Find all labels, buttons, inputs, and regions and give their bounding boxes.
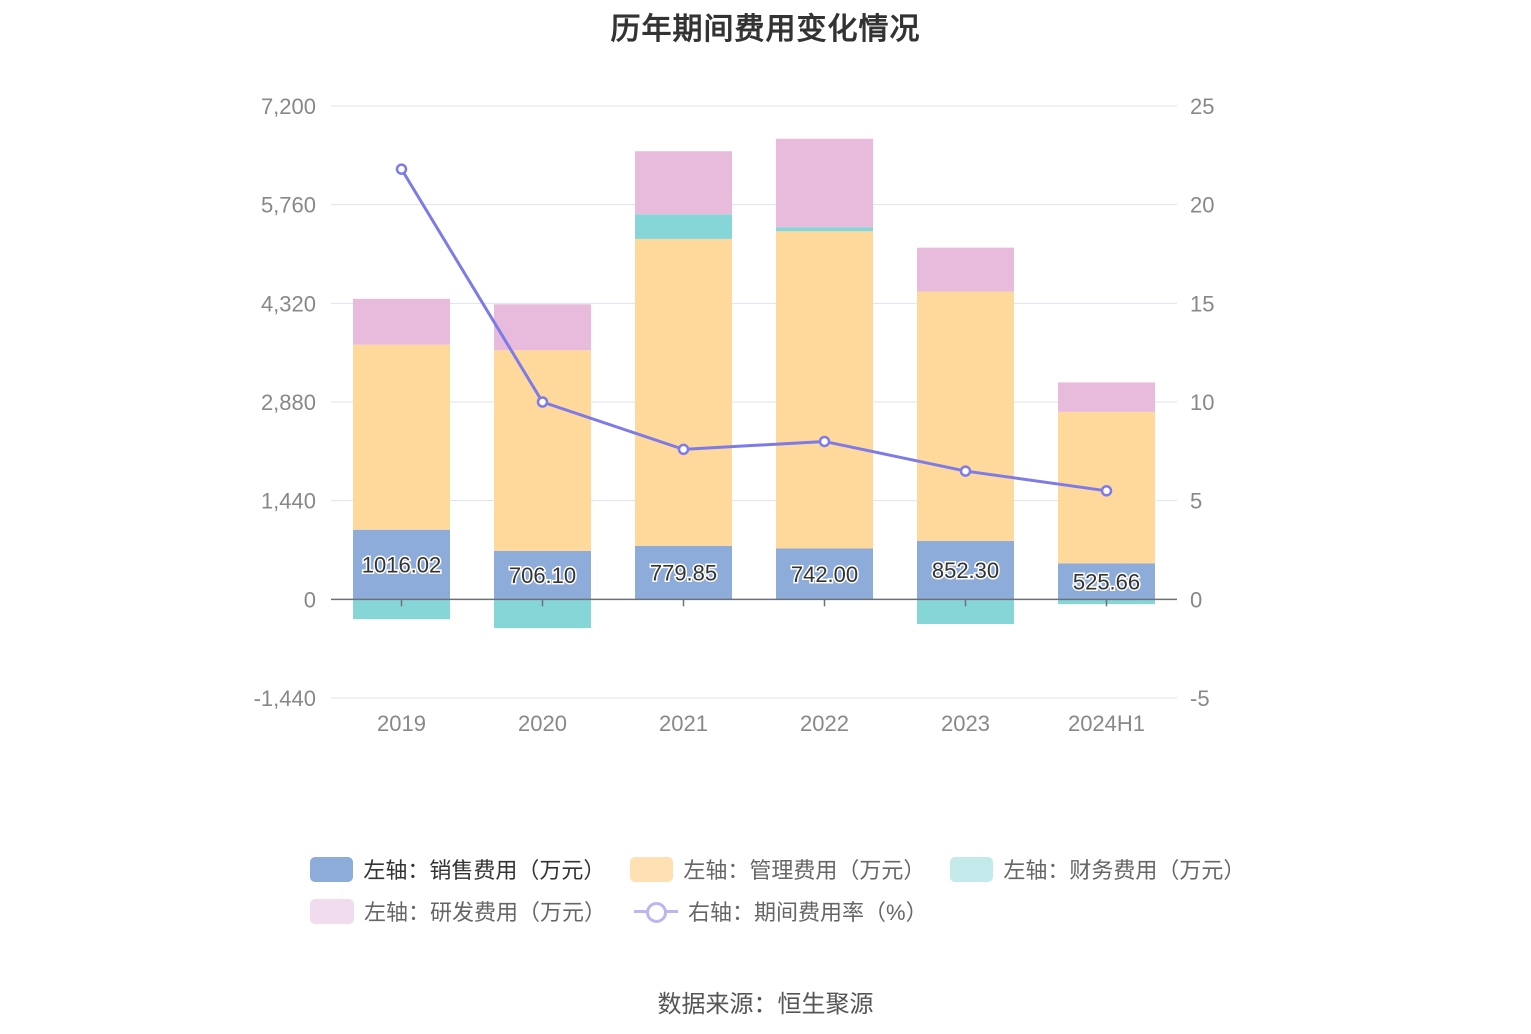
left-axis-tick-label: -1,440 — [254, 686, 316, 711]
legend-item-finance-expense[interactable]: 左轴：财务费用（万元） — [950, 853, 1246, 885]
right-axis-tick-label: 10 — [1190, 390, 1214, 415]
right-axis-tick-label: 15 — [1190, 291, 1214, 316]
legend-swatch-finance — [950, 856, 994, 882]
sales-data-label: 779.85 — [650, 561, 717, 586]
rd-expense-bar — [776, 138, 873, 228]
legend-swatch-admin — [630, 856, 674, 882]
legend-swatch-sales — [310, 856, 354, 882]
rd-expense-bar — [494, 304, 591, 351]
x-axis-category-label: 2024H1 — [1068, 711, 1145, 736]
chart-legend: 左轴：销售费用（万元） 左轴：管理费用（万元） 左轴：财务费用（万元） 左轴：研… — [310, 848, 1270, 932]
sales-expense-bar — [494, 550, 591, 600]
legend-label-sales: 左轴：销售费用（万元） — [363, 858, 606, 883]
finance-expense-bar — [635, 214, 732, 239]
left-axis-tick-label: 0 — [304, 587, 316, 612]
legend-label-admin: 左轴：管理费用（万元） — [683, 858, 926, 883]
left-axis-tick-label: 5,760 — [261, 193, 316, 218]
admin-expense-bar — [635, 238, 732, 546]
expense-ratio-point — [536, 396, 549, 408]
legend-label-rd: 左轴：研发费用（万元） — [364, 900, 607, 925]
admin-expense-bar — [917, 291, 1014, 541]
rd-expense-bar — [917, 247, 1014, 292]
expense-ratio-point — [395, 163, 408, 175]
sales-data-label: 525.66 — [1073, 569, 1140, 594]
right-axis-tick-label: 5 — [1190, 489, 1202, 514]
sales-expense-bar — [917, 540, 1014, 600]
x-axis-category-label: 2022 — [800, 711, 849, 736]
legend-swatch-ratio-line — [634, 899, 679, 924]
legend-item-sales-expense[interactable]: 左轴：销售费用（万元） — [310, 853, 606, 885]
x-axis-category-label: 2021 — [659, 711, 708, 736]
rd-expense-bar — [635, 151, 732, 215]
sales-data-label: 1016.02 — [362, 553, 442, 578]
right-axis-tick-label: 20 — [1190, 193, 1214, 218]
finance-expense-bar — [353, 599, 450, 620]
rd-expense-bar — [353, 298, 450, 345]
expense-ratio-point — [677, 443, 690, 456]
left-axis-tick-label: 2,880 — [261, 390, 316, 415]
admin-expense-bar — [353, 344, 450, 530]
admin-expense-bar — [494, 350, 591, 551]
x-axis-category-label: 2023 — [941, 711, 990, 736]
expense-ratio-point — [818, 435, 831, 448]
right-axis-tick-label: 25 — [1190, 94, 1214, 119]
right-axis-tick-label: -5 — [1190, 686, 1210, 711]
right-axis-tick-label: 0 — [1190, 587, 1202, 612]
legend-item-admin-expense[interactable]: 左轴：管理费用（万元） — [630, 853, 926, 885]
sales-data-label: 852.30 — [932, 558, 999, 583]
chart-title: 历年期间费用变化情况 — [610, 13, 921, 46]
finance-expense-bar — [776, 227, 873, 232]
sales-expense-bar — [1058, 563, 1155, 600]
expense-ratio-point — [959, 465, 972, 477]
x-axis-category-label: 2019 — [377, 711, 426, 736]
legend-item-expense-ratio[interactable]: 右轴：期间费用率（%） — [634, 895, 928, 927]
sales-data-label: 742.00 — [791, 562, 858, 587]
legend-swatch-rd — [310, 898, 354, 924]
sales-expense-bar — [635, 545, 732, 600]
left-axis-tick-label: 1,440 — [261, 489, 316, 514]
expense-ratio-point — [1100, 485, 1113, 497]
legend-item-rd-expense[interactable]: 左轴：研发费用（万元） — [310, 895, 606, 927]
sales-expense-bar — [776, 548, 873, 600]
expense-ratio-line — [400, 168, 1107, 493]
sales-data-label: 706.10 — [509, 563, 576, 588]
admin-expense-bar — [776, 231, 873, 549]
stacked-bar-line-chart: -1,440 0 1,440 2,880 4,320 5,760 7,200 -5 0 5 10 15… — [254, 94, 1215, 736]
left-axis-tick-label: 4,320 — [261, 291, 316, 316]
left-axis-tick-label: 7,200 — [261, 94, 316, 119]
legend-label-finance: 左轴：财务费用（万元） — [1003, 858, 1246, 883]
x-axis-category-label: 2020 — [518, 711, 567, 736]
rd-expense-bar — [1058, 382, 1155, 412]
sales-expense-bar — [353, 529, 450, 600]
data-source-note: 数据来源：恒生聚源 — [657, 991, 874, 1018]
legend-label-ratio: 右轴：期间费用率（%） — [688, 900, 928, 925]
